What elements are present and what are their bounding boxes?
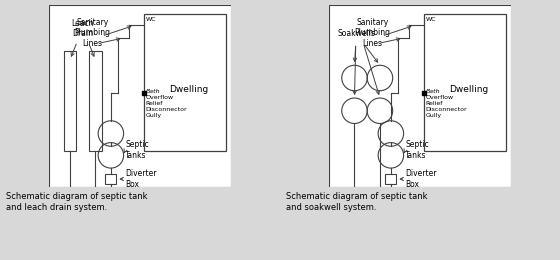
Text: Overflow
Relief
Disconnector
Gully: Overflow Relief Disconnector Gully <box>426 95 467 118</box>
Text: Dwelling: Dwelling <box>169 85 208 94</box>
Bar <box>143 14 226 151</box>
Text: Sanitary
Plumbing
Lines: Sanitary Plumbing Lines <box>74 18 111 48</box>
Bar <box>63 51 76 151</box>
Text: WC: WC <box>426 17 436 22</box>
Text: Sanitary
Plumbing
Lines: Sanitary Plumbing Lines <box>354 18 391 48</box>
Text: Diverter
Box: Diverter Box <box>125 169 157 189</box>
Bar <box>385 174 396 184</box>
Bar <box>423 14 506 151</box>
Text: Septic
Tanks: Septic Tanks <box>125 140 149 160</box>
Text: Septic
Tanks: Septic Tanks <box>405 140 429 160</box>
Bar <box>89 51 102 151</box>
Text: Diverter
Box: Diverter Box <box>405 169 437 189</box>
Text: WC: WC <box>146 17 156 22</box>
Text: Soakwells: Soakwells <box>337 29 375 38</box>
Text: Leach
Drain: Leach Drain <box>72 18 94 38</box>
Text: Schematic diagram of septic tank
and leach drain system.: Schematic diagram of septic tank and lea… <box>6 192 147 212</box>
Text: Bath: Bath <box>426 89 440 94</box>
Text: Schematic diagram of septic tank
and soakwell system.: Schematic diagram of septic tank and soa… <box>286 192 427 212</box>
Text: Bath: Bath <box>146 89 160 94</box>
Text: Overflow
Relief
Disconnector
Gully: Overflow Relief Disconnector Gully <box>146 95 187 118</box>
Bar <box>105 174 116 184</box>
Text: Dwelling: Dwelling <box>449 85 488 94</box>
